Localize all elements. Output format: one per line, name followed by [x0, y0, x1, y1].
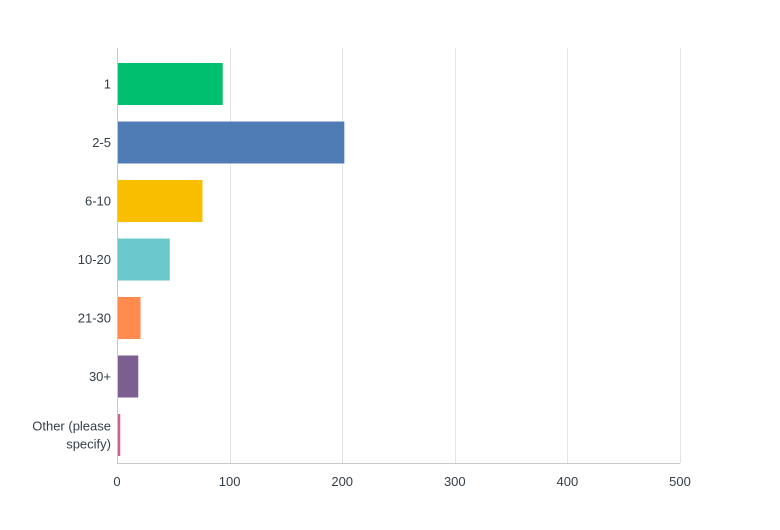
category-label: 2-5 — [92, 135, 111, 150]
bar-1 — [118, 63, 223, 105]
category-label: 1 — [104, 77, 111, 92]
x-tick-label: 0 — [113, 474, 120, 489]
category-label: 30+ — [89, 369, 111, 384]
category-label: 10-20 — [78, 252, 111, 267]
x-tick-label: 300 — [444, 474, 466, 489]
bar-2 — [118, 121, 345, 164]
axes — [117, 48, 680, 464]
x-tick-labels: 0 100 200 300 400 500 — [113, 474, 690, 489]
bar-7 — [118, 414, 121, 456]
x-tick-label: 500 — [669, 474, 691, 489]
bars — [118, 63, 345, 456]
category-label: 21-30 — [78, 311, 111, 326]
bar-3 — [118, 180, 203, 222]
bar-5 — [118, 297, 141, 339]
grid-lines — [230, 48, 681, 463]
bar-4 — [118, 238, 170, 281]
category-label: Other (please specify) — [32, 419, 111, 452]
category-labels: 1 2-5 6-10 10-20 21-30 30+ Other (please specif… — [32, 77, 111, 452]
bar-6 — [118, 355, 139, 398]
x-tick-label: 200 — [331, 474, 353, 489]
category-label: 6-10 — [85, 194, 111, 209]
x-tick-label: 400 — [557, 474, 579, 489]
x-tick-label: 100 — [219, 474, 241, 489]
